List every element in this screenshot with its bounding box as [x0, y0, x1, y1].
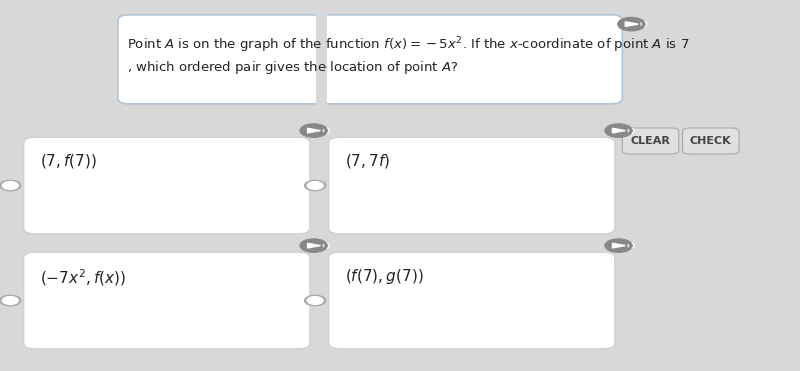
Text: $(f(7), g(7))$: $(f(7), g(7))$	[346, 267, 424, 286]
Circle shape	[300, 239, 327, 252]
Circle shape	[307, 297, 323, 304]
Circle shape	[605, 239, 632, 252]
Circle shape	[305, 295, 326, 306]
Circle shape	[605, 124, 632, 137]
Polygon shape	[613, 128, 626, 133]
FancyBboxPatch shape	[682, 128, 739, 154]
Circle shape	[618, 17, 645, 31]
Text: $(7, 7f)$: $(7, 7f)$	[346, 152, 390, 170]
Circle shape	[2, 182, 18, 190]
Polygon shape	[613, 243, 626, 248]
Circle shape	[2, 297, 18, 304]
FancyBboxPatch shape	[329, 137, 614, 234]
FancyBboxPatch shape	[24, 252, 310, 349]
FancyBboxPatch shape	[24, 137, 310, 234]
FancyBboxPatch shape	[329, 252, 614, 349]
Polygon shape	[307, 128, 321, 133]
Circle shape	[307, 182, 323, 190]
FancyBboxPatch shape	[622, 128, 678, 154]
Text: CLEAR: CLEAR	[630, 136, 670, 146]
Text: Point $\mathit{A}$ is on the graph of the function $f(x) = -5x^2$. If the $x$-co: Point $\mathit{A}$ is on the graph of th…	[127, 35, 690, 55]
Text: CHECK: CHECK	[690, 136, 731, 146]
Text: , which ordered pair gives the location of point $\mathit{A}$?: , which ordered pair gives the location …	[127, 59, 458, 76]
Circle shape	[300, 124, 327, 137]
Polygon shape	[307, 243, 321, 248]
Circle shape	[0, 295, 21, 306]
Text: $(-7x^2, f(x))$: $(-7x^2, f(x))$	[40, 267, 126, 288]
Text: $(7, f(7))$: $(7, f(7))$	[40, 152, 98, 170]
Circle shape	[0, 180, 21, 191]
Polygon shape	[626, 22, 638, 26]
FancyBboxPatch shape	[118, 15, 622, 104]
Circle shape	[305, 180, 326, 191]
